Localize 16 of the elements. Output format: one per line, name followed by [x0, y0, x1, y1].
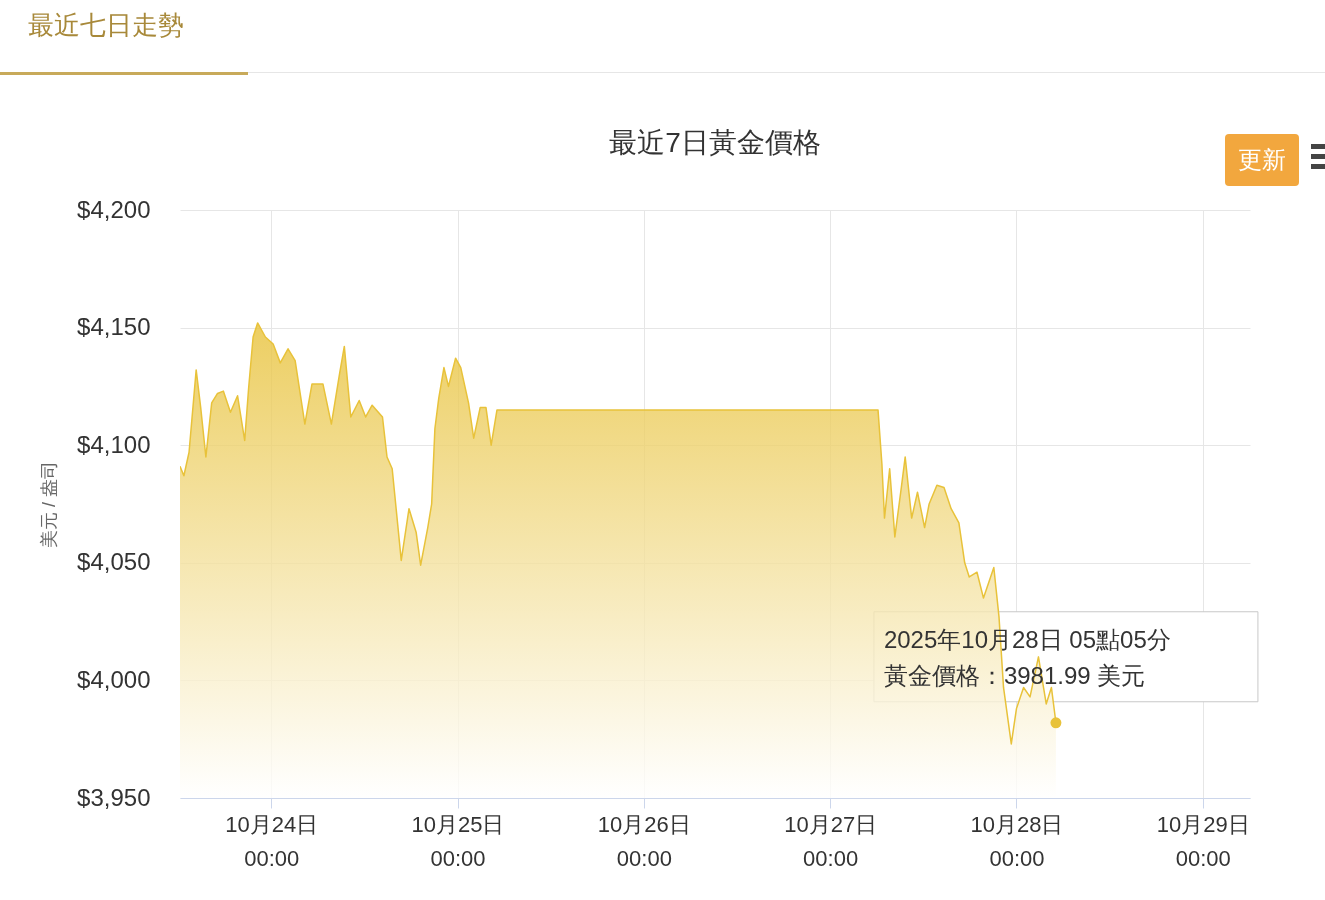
y-tick-label: $4,150: [77, 313, 151, 341]
x-tick-label: 10月25日 00:00: [411, 811, 505, 871]
y-tick-label: $4,100: [77, 430, 151, 458]
text: 最近七日走勢: [28, 9, 184, 42]
x-tick-label: 10月28日 00:00: [970, 811, 1064, 871]
x-tick-label: 10月29日 00:00: [1156, 811, 1250, 871]
y-axis-title: 美元 / 盎司: [39, 460, 60, 549]
text: 更新: [1225, 134, 1299, 186]
y-tick-label: $4,050: [77, 548, 151, 576]
x-tick-label: 10月24日 00:00: [225, 811, 319, 871]
chart-title: 最近7日黃金價格: [609, 127, 821, 158]
y-tick-label: $4,000: [77, 665, 151, 693]
y-tick-label: $3,950: [77, 783, 151, 811]
x-tick-label: 10月27日 00:00: [784, 811, 878, 871]
x-tick-label: 10月26日 00:00: [597, 811, 691, 871]
y-tick-label: $4,200: [77, 195, 151, 223]
